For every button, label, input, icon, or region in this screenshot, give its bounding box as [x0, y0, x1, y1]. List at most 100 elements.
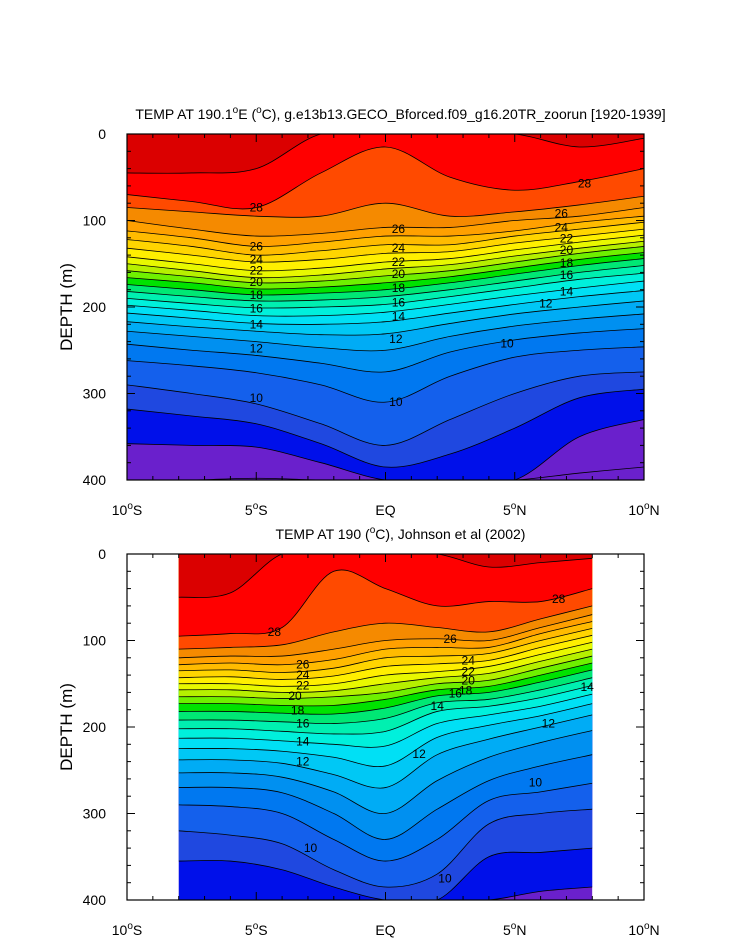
contour-label: 12 [542, 717, 556, 731]
contour-label: 26 [250, 239, 264, 253]
contour-label: 16 [250, 302, 264, 316]
x-tick-label: 5oS [245, 921, 268, 938]
y-tick-label: 100 [83, 633, 107, 649]
y-tick-label: 300 [83, 386, 107, 402]
contour-label: 10 [304, 841, 318, 855]
isotherm-line-14 [127, 290, 644, 325]
isotherm-line-29 [178, 554, 593, 598]
contour-label: 18 [459, 684, 473, 698]
isotherm-line-18 [127, 258, 644, 296]
isotherm-line-9 [178, 808, 593, 888]
isotherm-line-27 [127, 195, 644, 218]
contour-label: 16 [392, 296, 406, 310]
contour-label: 10 [500, 336, 514, 350]
contour-label: 14 [392, 310, 406, 324]
isotherm-line-29 [127, 134, 644, 174]
contour-label: 14 [296, 735, 310, 749]
isotherm-line-11 [127, 328, 644, 373]
contour-label: 16 [449, 686, 463, 700]
isotherm-line-10 [127, 346, 644, 403]
contour-label: 10 [529, 775, 543, 789]
contour-label: 24 [250, 252, 264, 266]
contour-label: 26 [392, 222, 406, 236]
isotherm-line-17 [178, 677, 593, 725]
contour-label: 24 [392, 241, 406, 255]
isotherm-line-24 [127, 221, 644, 256]
isotherm-line-12 [127, 313, 644, 352]
contour-label: 10 [389, 395, 403, 409]
contour-label: 24 [462, 653, 476, 667]
contour-fill-area [178, 554, 593, 900]
isotherm-line-16 [127, 272, 644, 309]
contour-label: 16 [296, 717, 310, 731]
isotherm-line-20 [178, 655, 593, 699]
contour-label: 14 [560, 284, 574, 298]
contour-label: 22 [560, 232, 574, 246]
contour-label: 12 [389, 332, 403, 346]
isotherm-line-16 [178, 685, 593, 735]
isotherm-line-15 [178, 693, 593, 748]
isotherm-line-23 [127, 228, 644, 263]
contour-label: 20 [250, 275, 264, 289]
contour-label: 28 [250, 201, 264, 215]
isotherm-line-25 [127, 215, 644, 247]
isotherm-line-21 [127, 240, 644, 279]
y-tick-label: 100 [83, 213, 107, 229]
contour-label: 12 [250, 342, 264, 356]
isotherm-line-24 [178, 628, 593, 673]
isotherm-line-21 [178, 648, 593, 693]
contour-label: 20 [288, 689, 302, 703]
isotherm-line-28 [127, 146, 644, 210]
isotherm-line-8 [178, 847, 593, 900]
isotherm-band-28 [178, 554, 593, 637]
bottom-panel: 2828262624242222202018181616141414121212… [57, 525, 660, 938]
contour-label: 14 [431, 699, 445, 713]
contour-label: 18 [250, 288, 264, 302]
y-tick-label: 200 [83, 719, 107, 735]
isotherm-line-13 [127, 300, 644, 336]
isotherm-line-23 [178, 634, 593, 680]
isotherm-line-8 [127, 388, 644, 468]
isotherm-line-19 [127, 252, 644, 290]
contour-label: 28 [552, 592, 566, 606]
contour-label: 10 [438, 871, 452, 885]
contour-label: 18 [392, 281, 406, 295]
x-tick-label: 5oN [503, 501, 526, 518]
contour-label: 10 [250, 391, 264, 405]
isotherm-line-18 [178, 669, 593, 715]
y-tick-label: 200 [83, 299, 107, 315]
x-tick-label: 10oS [112, 921, 142, 938]
contour-label: 12 [539, 297, 553, 311]
chart-title: TEMP AT 190.1oE (oC), g.e13b13.GECO_Bfor… [135, 105, 665, 122]
isotherm-line-15 [127, 280, 644, 317]
contour-label: 12 [296, 755, 310, 769]
isotherm-line-20 [127, 246, 644, 284]
x-tick-label: EQ [375, 502, 395, 518]
isotherm-line-25 [178, 621, 593, 666]
contour-label: 12 [412, 747, 426, 761]
isotherm-line-12 [178, 730, 593, 814]
x-tick-label: 5oS [245, 501, 268, 518]
x-tick-label: 10oN [628, 501, 659, 518]
isotherm-line-7 [178, 886, 593, 900]
isotherm-line-19 [178, 662, 593, 707]
y-tick-label: 0 [98, 126, 106, 142]
contour-label: 28 [268, 625, 282, 639]
contour-label: 20 [560, 243, 574, 257]
contour-label: 22 [296, 678, 310, 692]
isotherm-line-9 [127, 371, 644, 446]
contour-label: 22 [250, 264, 264, 278]
contour-label: 26 [555, 207, 569, 221]
chart-title: TEMP AT 190 (oC), Johnson et al (2002) [276, 525, 526, 542]
contour-label: 26 [296, 658, 310, 672]
isotherm-line-28 [178, 569, 593, 637]
isotherm-line-26 [127, 207, 644, 237]
x-tick-label: EQ [375, 922, 395, 938]
isotherm-line-22 [127, 234, 644, 272]
contour-label: 24 [296, 668, 310, 682]
isotherm-line-14 [178, 703, 593, 768]
isotherm-line-13 [178, 714, 593, 789]
contour-label: 26 [443, 632, 457, 646]
isotherm-line-17 [127, 265, 644, 302]
